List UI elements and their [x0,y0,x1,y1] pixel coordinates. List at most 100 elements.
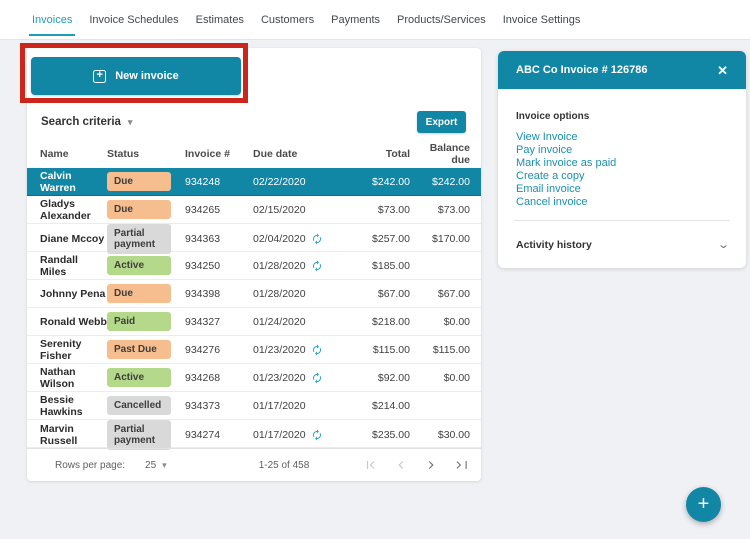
invoice-name-cell: Nathan Wilson [40,365,76,390]
status-cell: Due [107,284,185,303]
tab-invoice-schedules[interactable]: Invoice Schedules [89,14,179,26]
invoice-number-cell: 934268 [185,371,221,384]
balance-due-cell: $242.00 [432,175,470,188]
invoice-options-heading: Invoice options [516,111,590,122]
last-page-icon[interactable] [453,457,469,473]
rows-per-page-value: 25 [145,459,157,471]
plus-icon: + [697,492,710,515]
table-row[interactable]: Randall Miles Active 934250 01/28/2020 $185.… [27,252,481,280]
total-cell: $92.00 [377,371,410,384]
balance-due-cell: $0.00 [443,315,470,328]
table-row[interactable]: Ronald Webb Paid 934327 01/24/2020 $218.00 $0… [27,308,481,336]
previous-page-icon[interactable] [393,457,409,473]
new-invoice-button[interactable]: + New invoice [31,57,241,95]
table-row[interactable]: Marvin Russell Partial payment 934274 01/17… [27,420,481,450]
status-badge: Due [107,284,171,303]
due-date-cell: 01/24/2020 [253,316,360,328]
total-cell: $235.00 [372,429,410,441]
link-create-a-copy[interactable]: Create a copy [516,170,585,182]
table-toolbar: Search criteria ▾ Export [27,106,481,138]
rows-per-page-select[interactable]: 25 ▾ [145,460,167,471]
invoice-name-cell: Bessie Hawkins [40,393,83,418]
link-cancel-invoice[interactable]: Cancel invoice [516,196,588,208]
due-date-value: 01/17/2020 [253,399,306,412]
status-cell: Partial payment [107,420,185,450]
add-fab-button[interactable]: + [686,487,721,522]
tab-invoice-settings[interactable]: Invoice Settings [502,14,581,26]
next-page-icon[interactable] [423,457,439,473]
column-header-name: Name [40,148,69,160]
status-cell: Partial payment [107,224,185,254]
status-badge: Active [107,256,171,275]
panel-title: ABC Co Invoice # 126786 [516,64,648,76]
table-row[interactable]: Diane Mccoy Partial payment 934363 02/04/20… [27,224,481,254]
chevron-down-icon: ▾ [162,459,167,470]
tab-invoices[interactable]: Invoices [28,1,76,38]
due-date-cell: 02/04/2020 [253,233,360,245]
invoice-number-cell: 934274 [185,429,221,441]
invoice-name-cell: Ronald Webb [40,315,107,328]
status-cell: Past Due [107,340,185,359]
search-criteria-dropdown[interactable]: Search criteria ▾ [41,116,132,128]
invoice-number-cell: 934327 [185,315,221,328]
tab-products-services[interactable]: Products/Services [397,14,486,26]
invoice-number-cell: 934363 [185,233,221,245]
tab-payments[interactable]: Payments [331,14,381,26]
due-date-cell: 01/23/2020 [253,372,360,384]
pagination-range: 1-25 of 458 [258,459,310,471]
due-date-cell: 01/17/2020 [253,429,360,441]
activity-history-label: Activity history [516,238,592,251]
link-email-invoice[interactable]: Email invoice [516,183,581,195]
due-date-value: 01/24/2020 [253,315,306,328]
recurring-icon [311,344,323,356]
balance-due-cell: $73.00 [437,203,470,216]
total-cell: $218.00 [372,315,410,328]
due-date-value: 01/23/2020 [253,371,306,384]
link-mark-invoice-as-paid[interactable]: Mark invoice as paid [516,157,617,169]
column-header-status: Status [107,148,140,160]
balance-due-cell: $30.00 [437,429,470,441]
invoice-number-cell: 934250 [185,259,221,272]
close-icon[interactable]: ✕ [717,62,728,78]
table-row[interactable]: Serenity Fisher Past Due 934276 01/23/2020 $… [27,336,481,364]
due-date-cell: 02/22/2020 [253,176,360,188]
invoice-name-cell: Johnny Pena [40,287,106,300]
tab-customers[interactable]: Customers [260,14,315,26]
table-row[interactable]: Bessie Hawkins Cancelled 934373 01/17/2020 $… [27,392,481,420]
table-row[interactable]: Nathan Wilson Active 934268 01/23/2020 $92.0… [27,364,481,392]
pagination-bar: Rows per page: 25 ▾ 1-25 of 458 [27,448,481,481]
total-cell: $67.00 [377,287,410,300]
due-date-cell: 01/28/2020 [253,288,360,300]
due-date-cell: 01/23/2020 [253,344,360,356]
link-view-invoice[interactable]: View Invoice [516,131,578,143]
total-cell: $115.00 [372,343,410,356]
table-row[interactable]: Johnny Pena Due 934398 01/28/2020 $67.00 $67.… [27,280,481,308]
first-page-icon[interactable] [363,457,379,473]
status-badge: Paid [107,312,171,331]
status-cell: Due [107,200,185,219]
chevron-down-icon: ⌄ [716,239,730,251]
tab-estimates[interactable]: Estimates [195,14,244,26]
search-criteria-label: Search criteria [41,116,121,128]
recurring-icon [311,233,323,245]
plus-box-icon: + [93,69,107,83]
table-row[interactable]: Gladys Alexander Due 934265 02/15/2020 $73.0… [27,196,481,224]
recurring-icon [311,372,323,384]
activity-history-toggle[interactable]: Activity history ⌄ [516,221,730,268]
status-cell: Paid [107,312,185,331]
table-row[interactable]: Calvin Warren Due 934248 02/22/2020 $242.00 $… [27,168,481,196]
link-pay-invoice[interactable]: Pay invoice [516,144,573,156]
column-header-due-date: Due date [253,148,298,160]
recurring-icon [311,429,323,441]
status-badge: Cancelled [107,396,171,415]
export-button[interactable]: Export [417,111,466,133]
column-header-balance-due: Balance due [429,142,470,166]
due-date-cell: 01/28/2020 [253,260,360,272]
due-date-cell: 02/15/2020 [253,204,360,216]
invoice-number-cell: 934276 [185,343,221,356]
balance-due-cell: $170.00 [432,233,470,245]
invoice-number-cell: 934398 [185,287,221,300]
balance-due-cell: $67.00 [437,287,470,300]
panel-divider [514,220,730,221]
due-date-value: 01/23/2020 [253,343,306,356]
